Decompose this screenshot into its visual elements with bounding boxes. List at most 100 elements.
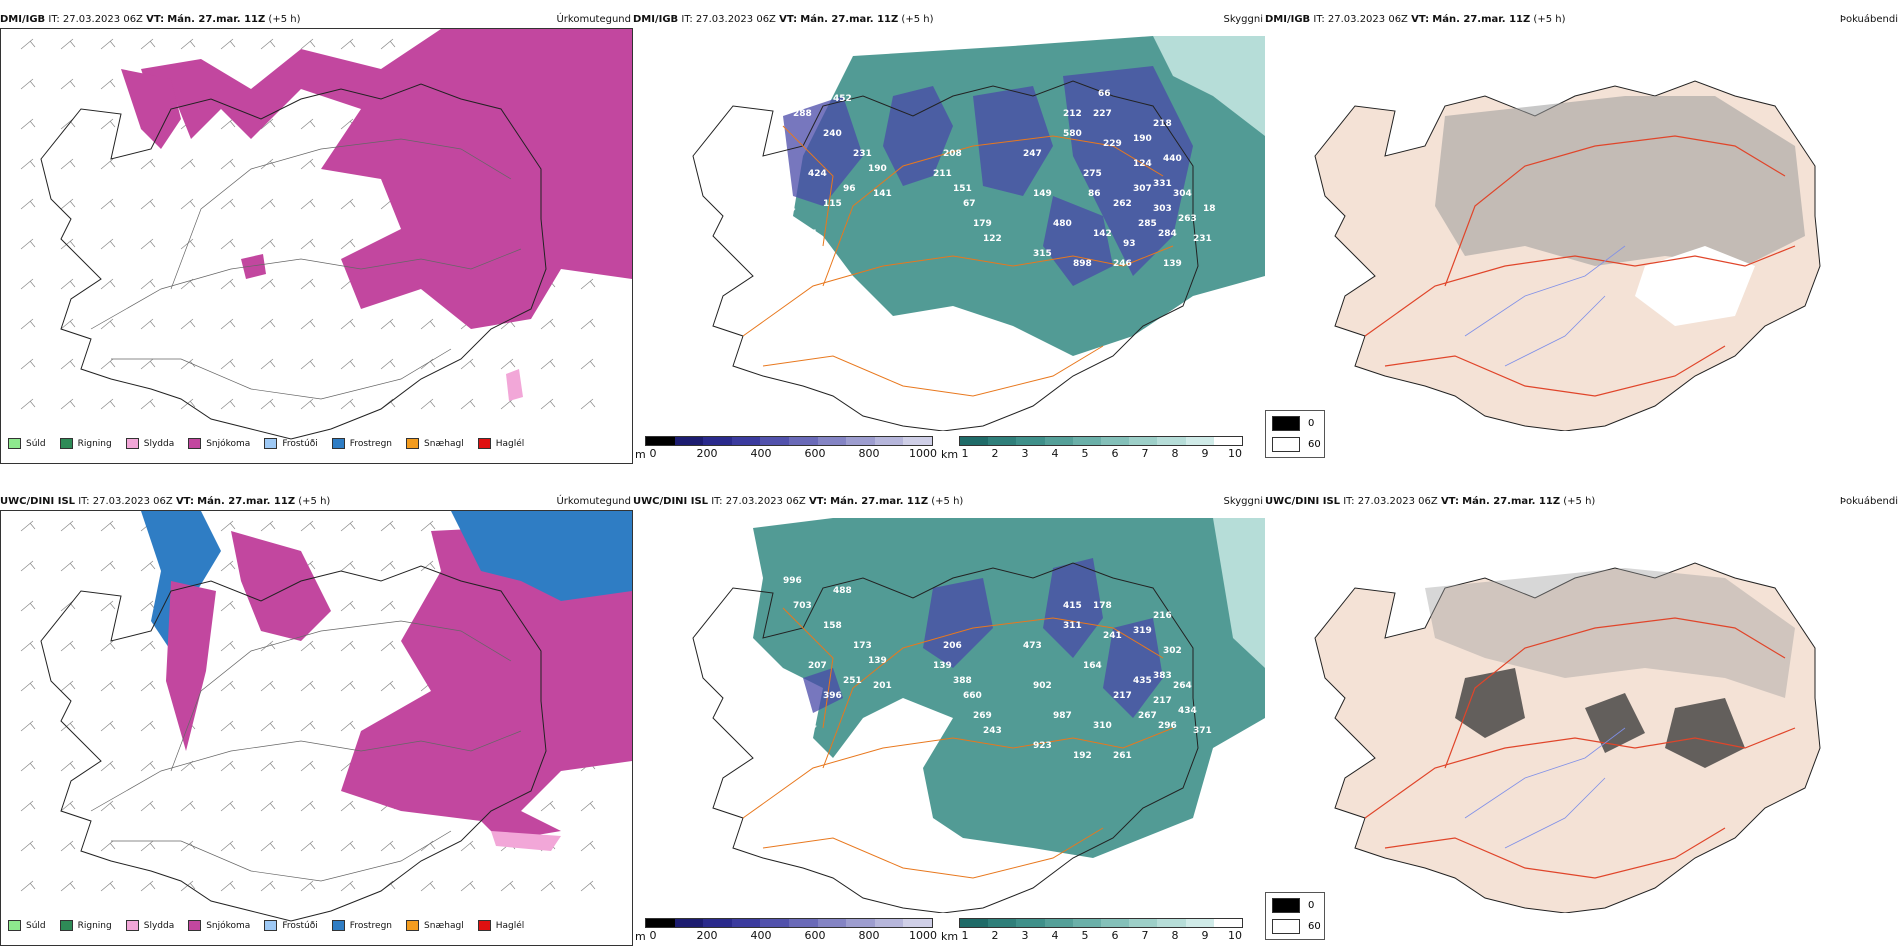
wind-barb (300, 760, 316, 772)
dense-fog-area (1455, 668, 1745, 768)
colorbar-tick-label: 6 (1111, 447, 1119, 460)
cloudbase-value-label: 178 (1093, 601, 1112, 611)
cloudbase-area (803, 558, 1163, 718)
wind-barb (60, 358, 76, 370)
colorbar-tick-label: 1000 (909, 447, 937, 460)
cloudbase-value-label: 262 (1113, 199, 1132, 209)
it-value: 27.03.2023 06Z (62, 14, 143, 25)
wind-barb (140, 318, 156, 330)
wind-barb (260, 640, 276, 652)
panel-field-title: Úrkomutegund (556, 14, 631, 25)
wind-barb (140, 760, 156, 772)
fog-legend-row-0: 0 (1272, 898, 1314, 913)
sleet-area (506, 369, 523, 401)
wind-barb (340, 560, 356, 572)
legend-label: Haglél (495, 920, 525, 931)
fog-legend-label: 0 (1308, 900, 1315, 911)
wind-barb (20, 880, 36, 892)
wind-barb (340, 880, 356, 892)
cloudbase-value-label: 388 (953, 676, 972, 686)
wind-barb (20, 640, 36, 652)
wind-barb (60, 600, 76, 612)
lead-time: (+5 h) (1563, 496, 1596, 507)
cloudbase-unit: m (635, 448, 646, 461)
precip-map-svg (20, 511, 632, 922)
cloudbase-area (783, 66, 1193, 286)
wind-barb (100, 880, 116, 892)
wind-barb (220, 318, 236, 330)
fog-panel-top: DMI/IGB IT: 27.03.2023 06Z VT: Mán. 27.m… (1265, 12, 1900, 464)
wind-barb (460, 398, 476, 410)
cloudbase-unit: m (635, 930, 646, 943)
it-value: 27.03.2023 06Z (695, 14, 776, 25)
cloudbase-value-label: 902 (1033, 681, 1052, 691)
cloudbase-value-label: 275 (1083, 169, 1102, 179)
colorbar-tick-label: 2 (991, 447, 999, 460)
wind-barb (100, 78, 116, 90)
colorbar-tick-label: 800 (858, 447, 880, 460)
wind-barb (60, 238, 76, 250)
wind-barb (60, 760, 76, 772)
cloudbase-value-label: 284 (1158, 229, 1177, 239)
it-label: IT: (1313, 14, 1325, 25)
model-name: DMI/IGB (0, 14, 46, 25)
panel-title: DMI/IGB IT: 27.03.2023 06Z VT: Mán. 27.m… (633, 12, 1265, 28)
wind-barb (140, 680, 156, 692)
wind-barb (140, 38, 156, 50)
wind-barb (20, 720, 36, 732)
vt-value: Mán. 27.mar. 11Z (167, 14, 266, 25)
legend-item-5: Frostregn (331, 920, 392, 931)
legend-label: Súld (26, 920, 46, 931)
legend-item-2: Slydda (125, 920, 174, 931)
wind-barb (300, 520, 316, 532)
legend-label: Snæhagl (424, 438, 464, 449)
wind-barb (60, 880, 76, 892)
iceland-coast (692, 80, 1199, 432)
cloudbase-value-label: 480 (1053, 219, 1072, 229)
cloudbase-value-label: 216 (1153, 611, 1172, 621)
wind-barb (100, 800, 116, 812)
wind-barb (20, 78, 36, 90)
cloudbase-value-label: 192 (1073, 751, 1092, 761)
legend-label: Súld (26, 438, 46, 449)
legend-item-4: Frostúði (264, 438, 318, 449)
wind-barb (380, 600, 396, 612)
wind-barb (300, 800, 316, 812)
wind-barb (140, 800, 156, 812)
visibility-colorbar-strip (959, 436, 1243, 446)
cloudbase-value-label: 190 (1133, 134, 1152, 144)
wind-barb (60, 78, 76, 90)
wind-barb (340, 840, 356, 852)
roads (90, 138, 522, 400)
cloudbase-value-label: 488 (833, 586, 852, 596)
cloudbase-colorbar-strip (645, 918, 933, 928)
fog-area (1425, 568, 1795, 698)
cloud-map: 175 288 452 240 231 190 96 115 141 424 84 125 211 208… (633, 36, 1265, 432)
cloudbase-value-label: 288 (793, 109, 812, 119)
wind-barb (260, 318, 276, 330)
cloudbase-value-label: 424 (808, 169, 827, 179)
legend-item-3: Snjókoma (188, 438, 250, 449)
colorbar-tick-label: 8 (1171, 447, 1179, 460)
colorbar-tick-label: 3 (1021, 447, 1029, 460)
cloudbase-value-label: 660 (963, 691, 982, 701)
colorbar-tick-label: 1000 (909, 929, 937, 942)
panel-title: UWC/DINI ISL IT: 27.03.2023 06Z VT: Mán.… (633, 494, 1265, 510)
cloudbase-value-label: 383 (1153, 671, 1172, 681)
wind-barb (300, 38, 316, 50)
wind-barb (60, 680, 76, 692)
vt-value: Mán. 27.mar. 11Z (830, 496, 929, 507)
wind-barb (580, 880, 596, 892)
wind-barb (340, 640, 356, 652)
cloudbase-value-label: 263 (1178, 214, 1197, 224)
wind-barb (140, 640, 156, 652)
cloudbase-value-label: 285 (1138, 219, 1157, 229)
cloudbase-value-label: 227 (1093, 109, 1112, 119)
colorbar-tick-label: 1 (961, 929, 969, 942)
visibility-colorbar: km 1 2 3 4 5 6 7 8 9 10 (941, 436, 1243, 461)
cloudbase-value-label: 142 (1093, 229, 1112, 239)
cloudbase-value-label: 264 (1173, 681, 1192, 691)
lead-time: (+5 h) (931, 496, 964, 507)
cloudbase-value-label: 473 (1023, 641, 1042, 651)
